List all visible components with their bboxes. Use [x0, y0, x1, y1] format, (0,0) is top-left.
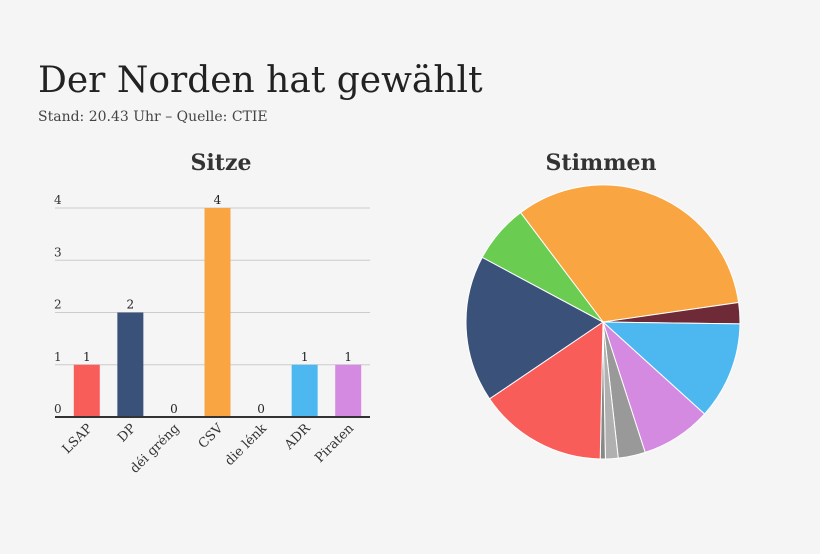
y-tick-label: 0: [54, 402, 62, 416]
page-subtitle: Stand: 20.43 Uhr – Quelle: CTIE: [38, 109, 268, 125]
bar: [291, 364, 318, 417]
pie-slice: [488, 321, 604, 460]
y-tick-label: 3: [54, 245, 62, 259]
pie-slice: [519, 184, 740, 323]
chart-title: Stimmen: [546, 150, 657, 176]
value-label: 1: [344, 350, 352, 364]
chart-title: Sitze: [191, 150, 252, 176]
bar: [335, 364, 362, 417]
value-label: 4: [214, 193, 222, 207]
value-label: 2: [127, 298, 135, 312]
value-label: 0: [170, 402, 178, 416]
value-label: 1: [83, 350, 91, 364]
y-tick-label: 1: [54, 350, 62, 364]
pie-slice: [601, 321, 741, 415]
y-tick-label: 2: [54, 298, 62, 312]
y-tick-label: 4: [54, 193, 62, 207]
bar: [117, 312, 144, 417]
value-label: 0: [257, 402, 265, 416]
bar: [204, 208, 231, 417]
value-label: 1: [301, 350, 309, 364]
bar: [73, 364, 100, 417]
pie-slice: [465, 256, 604, 400]
pie-slice: [481, 211, 604, 323]
page-title: Der Norden hat gewählt: [38, 60, 483, 101]
